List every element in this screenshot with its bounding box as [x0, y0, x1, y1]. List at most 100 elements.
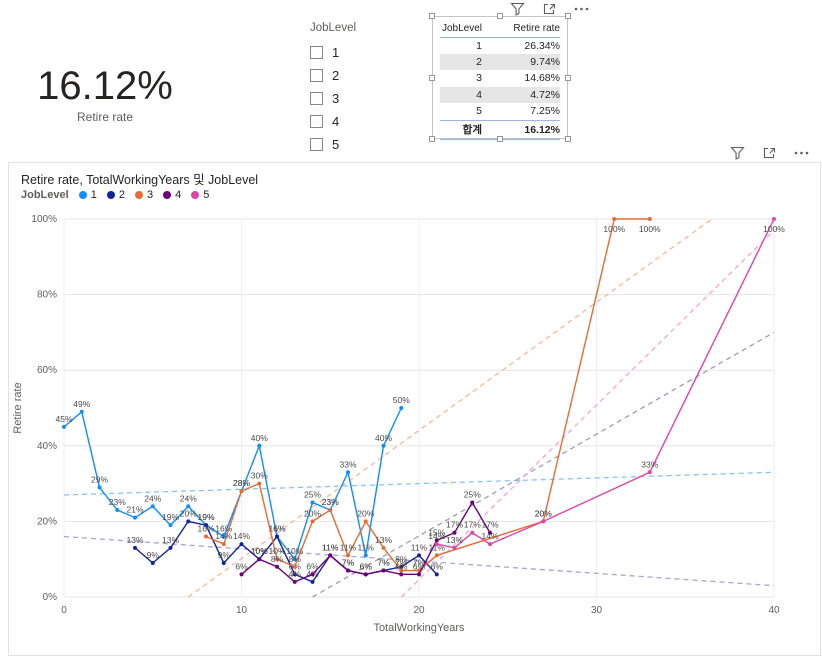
- svg-text:6%: 6%: [413, 561, 426, 571]
- svg-text:40%: 40%: [375, 433, 392, 443]
- legend-item-5[interactable]: 5: [191, 189, 209, 201]
- svg-text:9%: 9%: [147, 550, 160, 560]
- svg-text:100%: 100%: [763, 224, 785, 234]
- selection-handle[interactable]: [565, 13, 571, 19]
- table-row[interactable]: 4 4.72%: [440, 86, 560, 103]
- svg-text:16%: 16%: [197, 524, 214, 534]
- checkbox-icon[interactable]: [310, 69, 323, 82]
- slicer-item-1[interactable]: 1: [310, 41, 420, 64]
- svg-text:24%: 24%: [180, 493, 197, 503]
- svg-text:11%: 11%: [429, 542, 446, 552]
- svg-text:19%: 19%: [197, 512, 214, 522]
- column-header-joblevel[interactable]: JobLevel: [441, 23, 482, 34]
- svg-text:20: 20: [413, 605, 425, 616]
- table-row[interactable]: 5 7.25%: [440, 103, 560, 119]
- filter-funnel-icon[interactable]: [509, 1, 526, 16]
- cell-joblevel: 5: [476, 104, 482, 117]
- legend-item-3[interactable]: 3: [134, 189, 153, 201]
- svg-text:9%: 9%: [218, 550, 231, 560]
- svg-text:6%: 6%: [395, 561, 408, 571]
- svg-text:11%: 11%: [322, 542, 339, 552]
- legend-label: 5: [203, 189, 210, 201]
- legend-item-1[interactable]: 1: [78, 189, 97, 201]
- legend-item-4[interactable]: 4: [163, 189, 181, 201]
- slicer-item-2[interactable]: 2: [310, 64, 420, 87]
- legend-title: JobLevel: [21, 189, 69, 201]
- svg-text:7%: 7%: [413, 558, 426, 568]
- svg-text:50%: 50%: [393, 395, 410, 405]
- slicer-item-label: 3: [332, 91, 340, 106]
- table-row[interactable]: 1 26.34%: [440, 38, 560, 54]
- slicer-item-label: 5: [332, 137, 340, 152]
- svg-text:8%: 8%: [289, 554, 302, 564]
- selection-handle[interactable]: [429, 74, 435, 81]
- checkbox-icon[interactable]: [310, 138, 323, 151]
- svg-text:7%: 7%: [342, 558, 355, 568]
- svg-text:33%: 33%: [339, 459, 356, 469]
- checkbox-icon[interactable]: [310, 46, 323, 59]
- svg-text:TotalWorkingYears: TotalWorkingYears: [373, 622, 465, 634]
- svg-text:20%: 20%: [304, 508, 321, 518]
- svg-text:13%: 13%: [446, 535, 463, 545]
- svg-text:30%: 30%: [251, 471, 268, 481]
- line-chart-visual[interactable]: Retire rate, TotalWorkingYears 및 JobLeve…: [8, 162, 821, 656]
- svg-text:6%: 6%: [306, 561, 319, 571]
- svg-text:14%: 14%: [233, 531, 250, 541]
- kpi-card-retire-rate[interactable]: 16.12% Retire rate: [20, 64, 190, 124]
- slicer-item-5[interactable]: 5: [310, 133, 420, 156]
- selection-handle[interactable]: [429, 13, 435, 19]
- selection-handle[interactable]: [565, 136, 571, 142]
- chart-legend: JobLevel 1 2 3 4 5: [21, 189, 209, 201]
- checkbox-icon[interactable]: [310, 115, 323, 128]
- slicer-item-3[interactable]: 3: [310, 87, 420, 110]
- svg-text:13%: 13%: [126, 535, 143, 545]
- selection-handle[interactable]: [497, 136, 503, 142]
- svg-text:15%: 15%: [428, 527, 445, 537]
- slicer-item-4[interactable]: 4: [310, 110, 420, 133]
- svg-text:28%: 28%: [233, 478, 250, 488]
- checkbox-icon[interactable]: [310, 92, 323, 105]
- svg-text:17%: 17%: [481, 520, 498, 530]
- focus-mode-icon[interactable]: [761, 145, 778, 160]
- joblevel-slicer: JobLevel 1 2 3 4 5: [310, 22, 420, 156]
- line-chart-svg[interactable]: 0 10 20 30 40 0% 20% 40% 60% 80% 100% TotalWorkingY…: [9, 207, 819, 653]
- svg-text:20%: 20%: [535, 508, 552, 518]
- svg-text:0: 0: [61, 605, 67, 616]
- more-options-ellipsis-icon[interactable]: [793, 145, 810, 160]
- selection-handle[interactable]: [565, 74, 571, 81]
- cell-retire-rate: 7.25%: [530, 104, 560, 117]
- legend-dot-icon: [106, 191, 115, 199]
- svg-text:11%: 11%: [340, 542, 357, 552]
- cell-retire-rate: 9.74%: [530, 56, 560, 69]
- svg-text:19%: 19%: [197, 512, 214, 522]
- selection-handle[interactable]: [429, 136, 435, 142]
- svg-text:20%: 20%: [535, 508, 552, 518]
- svg-text:14%: 14%: [215, 531, 232, 541]
- filter-funnel-icon[interactable]: [729, 145, 746, 160]
- svg-text:8%: 8%: [395, 554, 408, 564]
- svg-text:28%: 28%: [233, 478, 250, 488]
- table-row[interactable]: 3 14.68%: [440, 70, 560, 86]
- column-header-retire-rate[interactable]: Retire rate: [513, 23, 560, 34]
- retire-rate-table-visual[interactable]: JobLevel Retire rate 1 26.34% 2 9.74% 3 …: [429, 13, 571, 142]
- total-label: 합계: [462, 123, 482, 136]
- legend-item-2[interactable]: 2: [106, 189, 125, 201]
- table-visual-header: [509, 1, 590, 16]
- selection-handle[interactable]: [497, 13, 503, 19]
- svg-text:100%: 100%: [603, 224, 625, 234]
- svg-text:24%: 24%: [144, 493, 161, 503]
- svg-text:6%: 6%: [235, 561, 248, 571]
- svg-text:13%: 13%: [162, 535, 179, 545]
- more-options-ellipsis-icon[interactable]: [573, 1, 590, 16]
- svg-text:25%: 25%: [304, 490, 321, 500]
- svg-text:23%: 23%: [109, 497, 126, 507]
- svg-text:29%: 29%: [91, 474, 108, 484]
- svg-text:16%: 16%: [215, 524, 232, 534]
- focus-mode-icon[interactable]: [541, 1, 558, 16]
- legend-dot-icon: [191, 191, 200, 199]
- svg-text:20%: 20%: [37, 516, 57, 527]
- cell-joblevel: 1: [476, 40, 482, 52]
- svg-text:17%: 17%: [464, 520, 481, 530]
- table-row[interactable]: 2 9.74%: [440, 54, 560, 71]
- svg-text:17%: 17%: [446, 520, 463, 530]
